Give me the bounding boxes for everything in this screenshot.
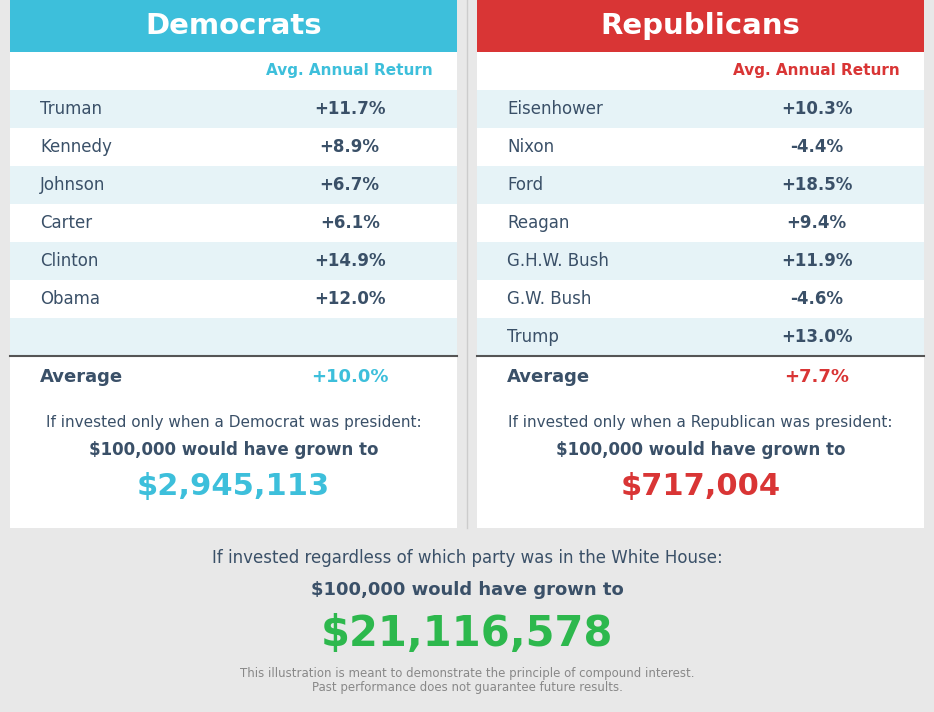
Text: Avg. Annual Return: Avg. Annual Return — [733, 63, 900, 78]
Text: Republicans: Republicans — [601, 12, 800, 40]
Bar — [477, 52, 924, 528]
Bar — [477, 166, 924, 204]
Text: $2,945,113: $2,945,113 — [137, 471, 330, 501]
Text: G.H.W. Bush: G.H.W. Bush — [507, 252, 609, 270]
Text: -4.6%: -4.6% — [790, 290, 843, 308]
Text: If invested only when a Democrat was president:: If invested only when a Democrat was pre… — [46, 414, 421, 429]
Bar — [10, 52, 457, 528]
Bar — [10, 242, 457, 280]
Text: +18.5%: +18.5% — [781, 176, 853, 194]
Text: Truman: Truman — [40, 100, 102, 118]
Text: +11.9%: +11.9% — [781, 252, 853, 270]
Text: +7.7%: +7.7% — [785, 368, 849, 386]
Text: $100,000 would have grown to: $100,000 would have grown to — [89, 441, 378, 459]
Text: Eisenhower: Eisenhower — [507, 100, 602, 118]
Bar — [10, 166, 457, 204]
Text: +14.9%: +14.9% — [314, 252, 386, 270]
Bar — [477, 204, 924, 242]
Text: Trump: Trump — [507, 328, 559, 346]
Text: This illustration is meant to demonstrate the principle of compound interest.: This illustration is meant to demonstrat… — [240, 666, 694, 679]
Bar — [477, 128, 924, 166]
Bar — [10, 204, 457, 242]
Bar — [477, 318, 924, 356]
Bar — [10, 280, 457, 318]
Text: Nixon: Nixon — [507, 138, 554, 156]
Bar — [477, 242, 924, 280]
Text: G.W. Bush: G.W. Bush — [507, 290, 591, 308]
Text: Kennedy: Kennedy — [40, 138, 112, 156]
Text: Ford: Ford — [507, 176, 544, 194]
Bar — [477, 0, 924, 52]
Text: $100,000 would have grown to: $100,000 would have grown to — [311, 581, 623, 599]
Text: +8.9%: +8.9% — [319, 138, 380, 156]
Bar — [10, 128, 457, 166]
Text: Democrats: Democrats — [145, 12, 322, 40]
Text: +12.0%: +12.0% — [314, 290, 386, 308]
Text: $100,000 would have grown to: $100,000 would have grown to — [556, 441, 845, 459]
Text: Avg. Annual Return: Avg. Annual Return — [266, 63, 433, 78]
Text: +6.1%: +6.1% — [319, 214, 379, 232]
Text: +13.0%: +13.0% — [781, 328, 853, 346]
Text: +6.7%: +6.7% — [319, 176, 380, 194]
Text: $21,116,578: $21,116,578 — [320, 613, 614, 655]
Bar — [10, 318, 457, 356]
Bar — [10, 0, 457, 52]
Text: Carter: Carter — [40, 214, 92, 232]
Text: If invested only when a Republican was president:: If invested only when a Republican was p… — [508, 414, 893, 429]
Text: +9.4%: +9.4% — [786, 214, 847, 232]
Text: Average: Average — [507, 368, 590, 386]
Text: +11.7%: +11.7% — [314, 100, 386, 118]
Text: Johnson: Johnson — [40, 176, 106, 194]
Text: +10.0%: +10.0% — [311, 368, 389, 386]
Text: Obama: Obama — [40, 290, 100, 308]
Text: Clinton: Clinton — [40, 252, 98, 270]
Text: -4.4%: -4.4% — [790, 138, 843, 156]
Bar — [477, 90, 924, 128]
Text: $717,004: $717,004 — [620, 471, 781, 501]
Text: Average: Average — [40, 368, 123, 386]
Bar — [10, 90, 457, 128]
Text: +10.3%: +10.3% — [781, 100, 853, 118]
Text: Past performance does not guarantee future results.: Past performance does not guarantee futu… — [312, 681, 622, 694]
Text: If invested regardless of which party was in the White House:: If invested regardless of which party wa… — [212, 549, 722, 567]
Bar — [477, 280, 924, 318]
Text: Reagan: Reagan — [507, 214, 570, 232]
